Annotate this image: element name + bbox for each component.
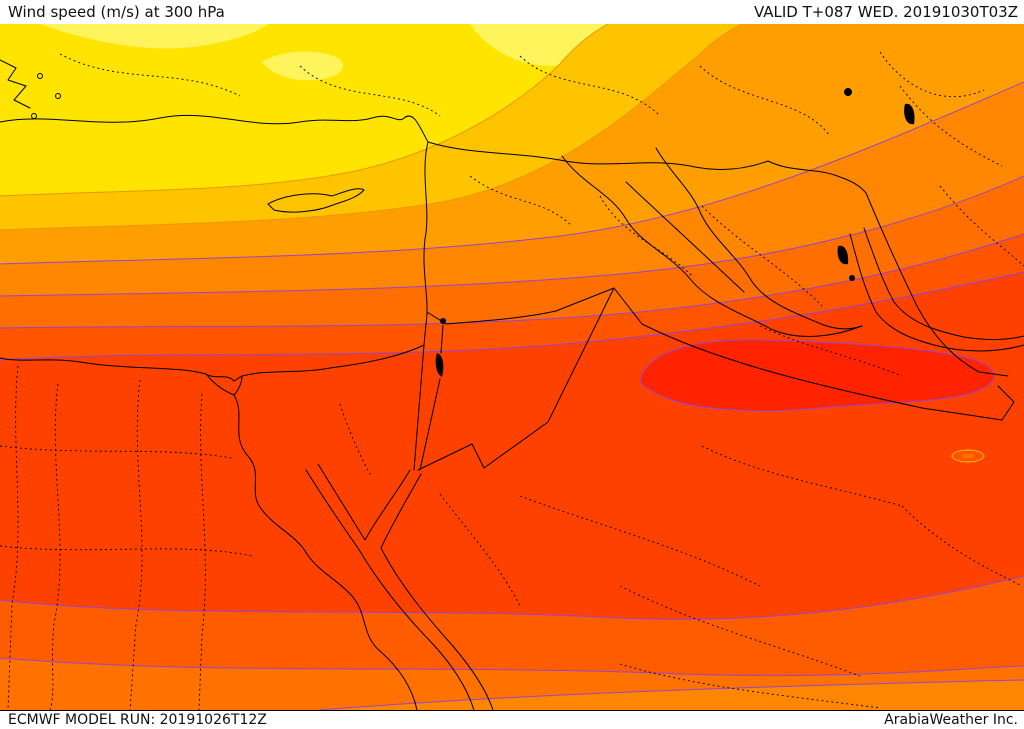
dotted-admin-line xyxy=(469,175,573,227)
lake-tharthar xyxy=(837,245,849,265)
jordan-iraq-border xyxy=(555,287,615,312)
red-sea-west-shore xyxy=(305,469,475,710)
lake-urmia xyxy=(904,103,915,125)
wind-speed-map xyxy=(0,24,1024,710)
map-footer: ECMWF MODEL RUN: 20191026T12Z ArabiaWeat… xyxy=(0,710,1024,729)
contour-line xyxy=(0,233,1024,329)
lakes xyxy=(435,88,915,377)
jordan-saudi-border xyxy=(417,287,615,471)
admin-borders-dotted xyxy=(0,51,1024,710)
nile-river xyxy=(233,394,418,710)
lake-van xyxy=(844,88,852,96)
contour-line xyxy=(0,657,1024,677)
dotted-admin-line xyxy=(519,55,661,117)
persian-gulf-west-shore xyxy=(849,233,1024,352)
dotted-admin-line xyxy=(519,495,761,587)
country-borders xyxy=(413,141,1015,471)
map-title: Wind speed (m/s) at 300 hPa xyxy=(8,3,225,21)
dotted-admin-line xyxy=(439,493,521,607)
dotted-admin-line xyxy=(759,325,903,377)
contour-line xyxy=(0,575,1024,620)
windspeed-fill-bands xyxy=(0,24,1024,710)
israel-egypt-border xyxy=(413,344,425,471)
syria-jordan-border xyxy=(445,310,557,325)
upper-contour-lines xyxy=(0,24,743,231)
model-run-label: ECMWF MODEL RUN: 20191026T12Z xyxy=(8,712,267,728)
syria-iraq-border xyxy=(625,181,745,293)
fill-band-bottom-orange xyxy=(320,680,1024,710)
aegean-island xyxy=(55,93,61,99)
fill-patch-pale-yellow xyxy=(262,51,344,81)
dotted-admin-line xyxy=(599,195,693,277)
euphrates-river xyxy=(561,155,863,337)
aegean-island xyxy=(37,73,43,79)
turkey-south-coast xyxy=(0,114,429,143)
dotted-admin-line xyxy=(901,505,1023,587)
map-header: Wind speed (m/s) at 300 hPa VALID T+087 … xyxy=(0,0,1024,24)
cyprus-island xyxy=(267,188,365,213)
fill-patch-pale-yellow xyxy=(40,24,268,49)
contour-line xyxy=(0,175,1024,297)
aegean-coast xyxy=(0,59,31,109)
dotted-admin-line xyxy=(49,383,61,710)
map-valid-time: VALID T+087 WED. 20191030T03Z xyxy=(753,3,1018,21)
tigris-river xyxy=(655,147,863,330)
dead-sea xyxy=(435,353,444,377)
levant-mediterranean-coast xyxy=(0,141,429,382)
dotted-admin-line xyxy=(899,85,1003,167)
contour-lines xyxy=(0,81,1024,710)
turkey-iraq-iran-border xyxy=(767,160,1009,377)
kuwait-border xyxy=(997,385,1015,421)
rivers xyxy=(233,147,863,710)
contour-line xyxy=(0,24,743,231)
contour-line xyxy=(0,81,1024,265)
persian-gulf-east-shore xyxy=(863,227,1024,340)
israel-jordan-border xyxy=(419,378,441,471)
sinai-coast xyxy=(317,463,411,541)
attribution-label: ArabiaWeather Inc. xyxy=(884,712,1018,728)
map-canvas xyxy=(0,24,1024,710)
lake-habbaniyah xyxy=(849,275,855,281)
israel-north-border xyxy=(426,311,447,325)
contour-line xyxy=(319,679,1024,710)
dotted-admin-line xyxy=(939,185,1024,267)
dotted-admin-line xyxy=(7,365,19,710)
jordan-valley-border xyxy=(440,324,444,354)
dotted-admin-line xyxy=(129,379,143,710)
isolated-light-spot-inner xyxy=(962,453,974,459)
dotted-admin-line xyxy=(0,445,233,459)
dotted-admin-line xyxy=(299,65,441,117)
dotted-admin-line xyxy=(879,51,985,98)
red-sea-east-shore xyxy=(380,473,494,710)
contour-line xyxy=(0,24,609,197)
turkey-syria-border xyxy=(427,141,769,170)
saudi-iraq-border xyxy=(613,287,1003,421)
jet-core-red-region xyxy=(639,339,995,412)
coastlines xyxy=(0,59,1024,710)
contour-line xyxy=(0,271,1024,361)
